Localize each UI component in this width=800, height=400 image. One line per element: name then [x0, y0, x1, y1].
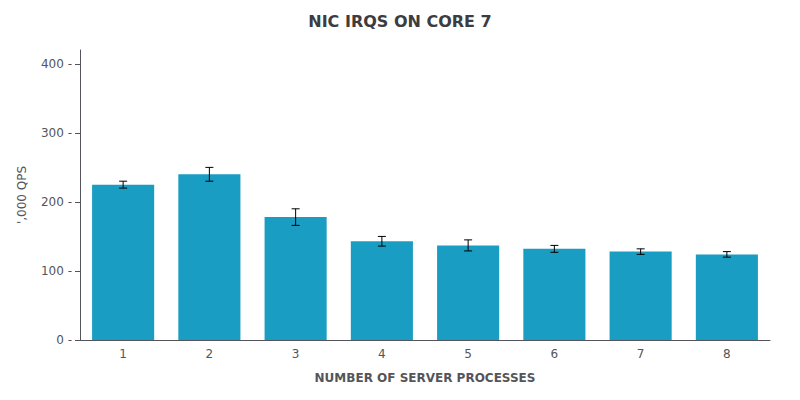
svg-text:6: 6: [551, 347, 559, 361]
svg-text:400 -: 400 -: [41, 57, 72, 71]
svg-text:NIC IRQS ON CORE 7: NIC IRQS ON CORE 7: [308, 12, 491, 31]
svg-text:',000 QPS: ',000 QPS: [15, 166, 29, 224]
svg-text:7: 7: [637, 347, 645, 361]
svg-text:2: 2: [206, 347, 214, 361]
svg-text:5: 5: [464, 347, 472, 361]
svg-text:1: 1: [119, 347, 127, 361]
svg-text:300 -: 300 -: [41, 126, 72, 140]
svg-text:3: 3: [292, 347, 300, 361]
svg-text:NUMBER OF SERVER PROCESSES: NUMBER OF SERVER PROCESSES: [315, 371, 536, 385]
svg-text:4: 4: [378, 347, 386, 361]
svg-text:0 -: 0 -: [56, 333, 72, 347]
svg-text:100 -: 100 -: [41, 264, 72, 278]
svg-text:200 -: 200 -: [41, 195, 72, 209]
svg-text:8: 8: [723, 347, 731, 361]
